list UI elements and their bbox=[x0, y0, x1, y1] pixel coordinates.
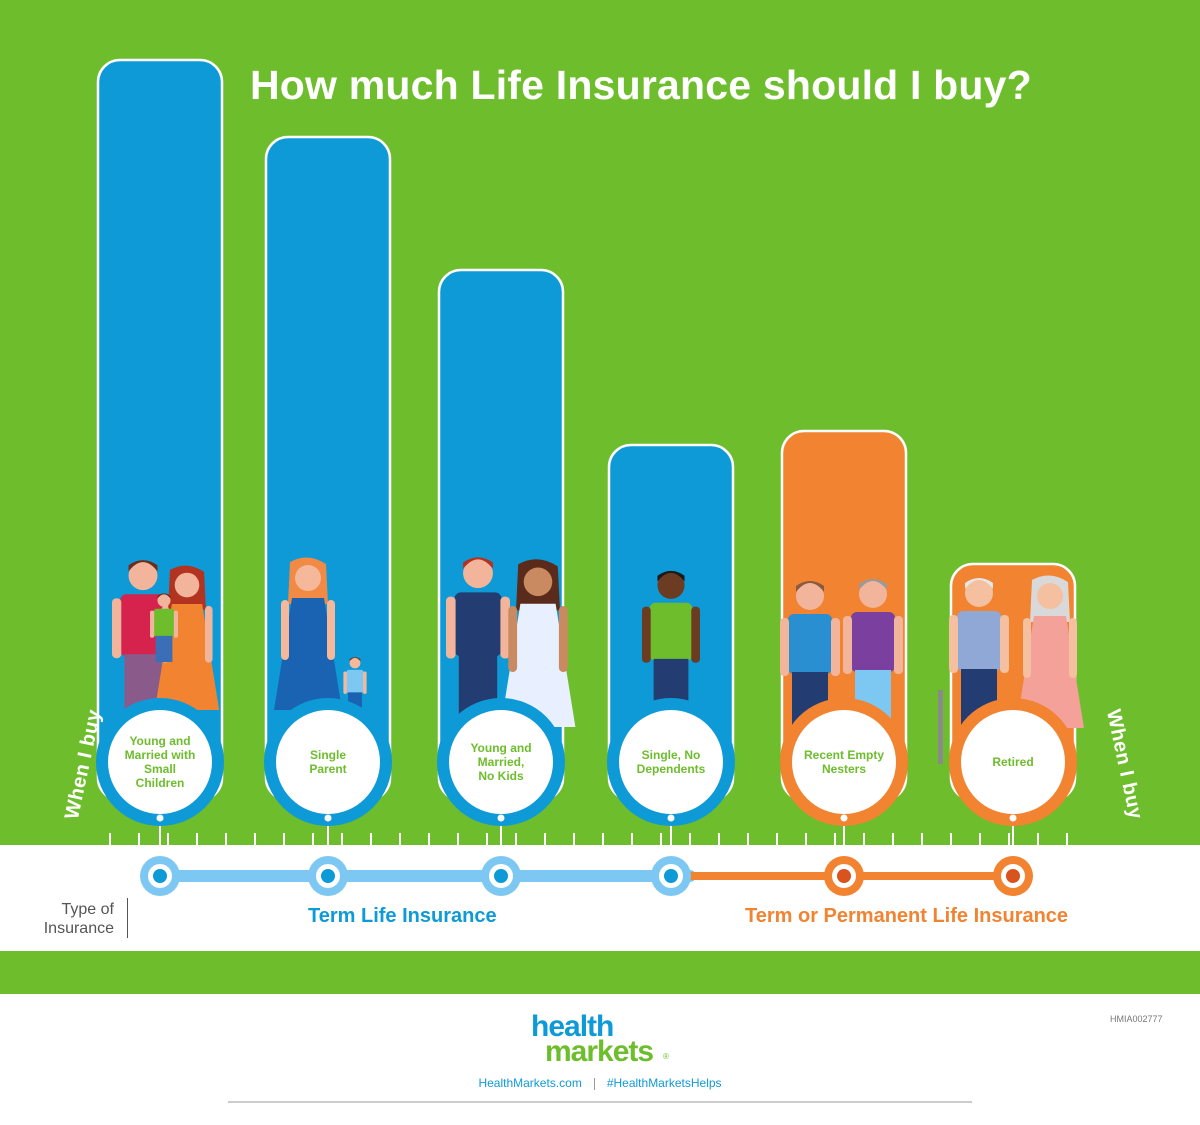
category-label: Recent Empty bbox=[804, 748, 884, 762]
legend-term-or-permanent-insurance: Term or Permanent Life Insurance bbox=[745, 905, 1069, 927]
category-label: Young and bbox=[129, 734, 190, 748]
type-of-text: Type of bbox=[61, 901, 114, 918]
timeline-dot-core bbox=[1006, 869, 1020, 883]
timeline-dot-4 bbox=[651, 856, 691, 896]
footer-separator bbox=[593, 1077, 595, 1090]
timeline-dot-core bbox=[494, 869, 508, 883]
category-pin bbox=[1009, 814, 1017, 822]
category-disc bbox=[449, 710, 553, 814]
timeline-dot-1 bbox=[140, 856, 180, 896]
hashtag-link[interactable]: #HealthMarketsHelps bbox=[606, 1076, 722, 1090]
category-disc bbox=[619, 710, 723, 814]
category-label: Retired bbox=[992, 755, 1033, 769]
category-label: Nesters bbox=[822, 762, 866, 776]
grandfather-figure bbox=[949, 578, 1009, 725]
category-label: Dependents bbox=[637, 762, 706, 776]
category-label: Parent bbox=[309, 762, 346, 776]
timeline-dot-core bbox=[664, 869, 678, 883]
legend-term-life-insurance: Term Life Insurance bbox=[308, 905, 497, 927]
family-with-child-icon bbox=[112, 560, 220, 712]
timeline-dot-5 bbox=[824, 856, 864, 896]
footer-rule bbox=[228, 1101, 972, 1103]
child-figure bbox=[150, 593, 178, 662]
timeline-dot-core bbox=[153, 869, 167, 883]
timeline-dot-core bbox=[837, 869, 851, 883]
husband-figure bbox=[780, 581, 840, 728]
type-of-insurance-label: Type of Insurance bbox=[30, 900, 114, 938]
category-label: Married, bbox=[478, 755, 525, 769]
green-band bbox=[0, 951, 1200, 994]
single-mother-figure bbox=[274, 557, 342, 710]
category-pin bbox=[497, 814, 505, 822]
document-code: HMIA002777 bbox=[1110, 1014, 1163, 1024]
category-marker-6: Retired bbox=[949, 698, 1077, 826]
retired-couple-icon bbox=[938, 575, 1084, 764]
cane-icon bbox=[938, 690, 943, 764]
timeline-dot-6 bbox=[993, 856, 1033, 896]
category-label: Single bbox=[310, 748, 346, 762]
chart-title: How much Life Insurance should I buy? bbox=[250, 62, 1032, 108]
footer-links: HealthMarkets.com #HealthMarketsHelps bbox=[0, 1076, 1200, 1090]
bride-figure bbox=[500, 559, 576, 727]
site-link[interactable]: HealthMarkets.com bbox=[478, 1076, 582, 1090]
single-parent-icon bbox=[274, 557, 367, 714]
timeline-dot-3 bbox=[481, 856, 521, 896]
category-pin bbox=[840, 814, 848, 822]
category-pin bbox=[667, 814, 675, 822]
newlyweds-icon bbox=[446, 557, 576, 727]
category-label: Small bbox=[144, 762, 176, 776]
healthmarkets-logo: health markets ® bbox=[531, 1012, 671, 1068]
category-disc bbox=[108, 710, 212, 814]
insurance-text: Insurance bbox=[43, 920, 114, 937]
category-pin bbox=[324, 814, 332, 822]
logo-markets-text: markets bbox=[545, 1035, 654, 1068]
logo-health-text: health bbox=[531, 1010, 614, 1043]
timeline-dot-core bbox=[321, 869, 335, 883]
category-disc bbox=[792, 710, 896, 814]
category-pin bbox=[156, 814, 164, 822]
category-label: No Kids bbox=[478, 769, 524, 783]
single-person-icon bbox=[642, 570, 700, 713]
single-man-figure bbox=[642, 570, 700, 713]
grandmother-figure bbox=[1016, 575, 1084, 728]
category-label: Young and bbox=[470, 741, 531, 755]
category-label: Married with bbox=[125, 748, 196, 762]
category-label: Single, No bbox=[642, 748, 701, 762]
category-disc bbox=[276, 710, 380, 814]
logo-registered-mark: ® bbox=[663, 1052, 669, 1061]
timeline-dot-2 bbox=[308, 856, 348, 896]
divider bbox=[127, 898, 128, 938]
category-disc bbox=[961, 710, 1065, 814]
category-label: Children bbox=[136, 776, 185, 790]
